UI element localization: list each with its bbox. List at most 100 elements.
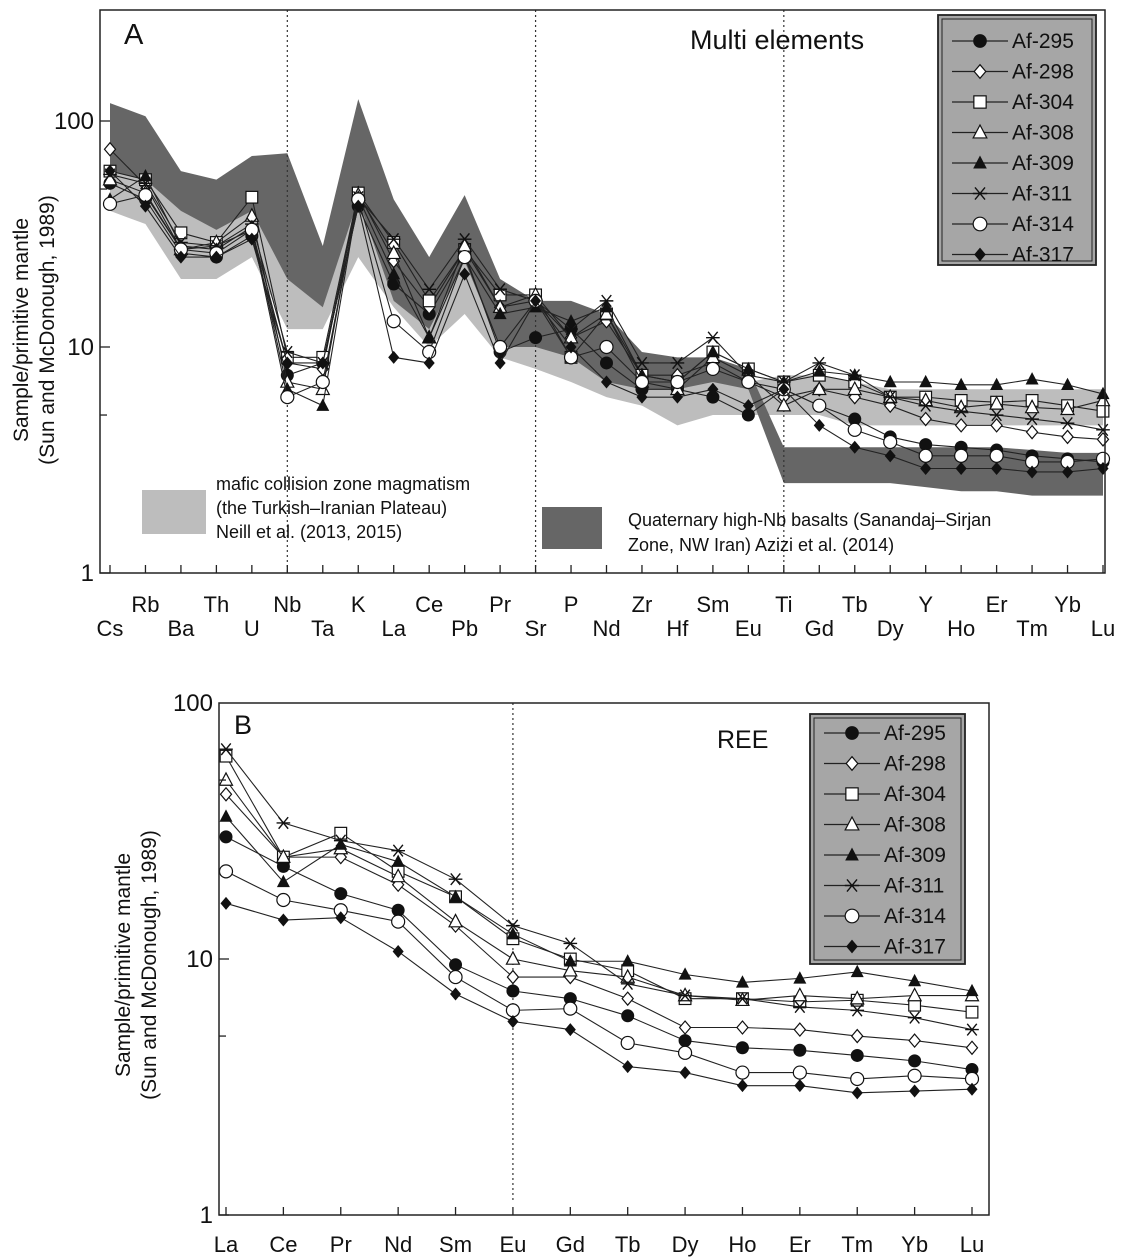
panel-b-axes: 1 10 100 La Ce Pr Nd Sm Eu Gd Tb Dy Ho Er Tm Yb Lu [173, 690, 984, 1257]
point-af-317-nd [600, 375, 613, 389]
point-af-317-la [388, 350, 400, 364]
point-af-309-ta [316, 398, 330, 411]
point-af-298-ho [736, 1020, 749, 1035]
point-af-317-ce [423, 356, 435, 370]
legend-entry-af-309: Af-309 [952, 152, 1074, 175]
x-tick-label-nb: Nb [273, 592, 301, 617]
point-af-317-sm [450, 987, 462, 1001]
legend-marker-af-308 [972, 123, 988, 139]
legend-entry-af-317: Af-317 [952, 244, 1074, 267]
point-af-309-la [387, 267, 401, 280]
point-af-308-tm [1024, 399, 1040, 414]
point-af-309-tb [621, 954, 635, 967]
x-tick-label-ce: Ce [415, 592, 443, 617]
point-af-314-er [792, 1065, 807, 1080]
point-af-317-pr [494, 356, 506, 370]
point-af-308-tb [847, 380, 863, 396]
point-af-308-nd [390, 868, 406, 883]
point-af-298-la [219, 786, 233, 802]
point-af-298-pr [334, 849, 348, 865]
x-tick-label-cs: Cs [97, 616, 124, 641]
x-tick-label-hf: Hf [666, 616, 689, 641]
panel-a-legend: Af-295 Af-298 Af-304 Af-308 Af-309 Af-311 Af-3… [937, 14, 1097, 267]
point-af-311-y [918, 399, 933, 412]
point-af-314-y [918, 448, 933, 463]
panel-b-y-axis-label: Sample/primitive mantle (Sun and McDonou… [112, 830, 161, 1100]
point-af-295-eu [741, 408, 755, 422]
point-af-308-gd [562, 962, 578, 977]
dark-field-label-line-1: Quaternary high-Nb basalts (Sanandaj–Sir… [628, 510, 991, 530]
point-af-311-nd [599, 294, 614, 308]
point-af-311-sm [706, 331, 720, 344]
point-af-311-pr [333, 834, 348, 847]
x-tick-label-pr: Pr [489, 592, 511, 617]
point-af-317-tm [851, 1086, 863, 1100]
legend-label-af-317: Af-317 [884, 936, 946, 959]
point-af-295-la [387, 277, 401, 291]
x-tick-label-th: Th [204, 592, 230, 617]
legend-entry-af-295: Af-295 [824, 722, 946, 745]
point-af-304-u [245, 190, 259, 204]
point-af-311-ce [276, 816, 291, 830]
point-af-314-tb [847, 422, 862, 437]
legend-entry-af-295: Af-295 [952, 30, 1074, 53]
point-af-308-ti [776, 397, 792, 412]
x-tick-label-sm: Sm [439, 1232, 472, 1257]
legend-entry-af-314: Af-314 [952, 213, 1074, 236]
legend-entry-af-304: Af-304 [824, 783, 946, 806]
legend-label-af-308: Af-308 [1012, 122, 1074, 145]
point-af-308-sm [448, 913, 464, 928]
point-af-317-pb [459, 267, 471, 281]
point-af-317-ta [317, 356, 329, 370]
point-af-295-y [919, 438, 933, 452]
point-af-311-tb [847, 368, 862, 382]
legend-label-af-298: Af-298 [1012, 61, 1074, 84]
legend-label-af-311: Af-311 [884, 875, 944, 898]
point-af-314-ho [954, 448, 969, 463]
field-legend-dark: Quaternary high-Nb basalts (Sanandaj–Sir… [542, 507, 991, 555]
x-tick-label-ba: Ba [167, 616, 195, 641]
point-af-309-ce [276, 874, 290, 888]
dark-field-swatch [542, 507, 602, 549]
point-af-309-ho [735, 975, 749, 988]
point-af-309-sm [449, 889, 463, 902]
point-af-309-tm [850, 964, 864, 978]
point-af-311-gd [812, 356, 827, 370]
point-af-309-dy [678, 967, 692, 980]
point-af-317-y [920, 461, 932, 475]
point-af-295-dy [678, 1034, 692, 1048]
point-af-298-yb [908, 1033, 921, 1049]
point-af-314-pb [457, 249, 472, 265]
point-af-308-la [218, 771, 234, 786]
point-af-314-sm [705, 361, 720, 377]
legend-marker-af-308 [844, 815, 860, 831]
point-af-295-nd [600, 356, 613, 370]
legend-entry-af-308: Af-308 [824, 814, 946, 837]
point-af-295-gd [563, 992, 577, 1006]
series-af-311 [219, 742, 979, 1036]
point-af-314-sm [448, 969, 463, 985]
point-af-317-ho [955, 461, 967, 475]
light-field-swatch [142, 490, 206, 534]
point-af-311-yb [1060, 416, 1075, 430]
panel-a-axes: 110100CsRbBaThUNbTaKLaCePbPrSrPNdZrHfSmE… [54, 108, 1115, 641]
legend-box [937, 14, 1097, 266]
legend-label-af-309: Af-309 [884, 844, 946, 867]
point-af-311-dy [883, 390, 898, 404]
x-tick-label-y: Y [918, 592, 933, 617]
point-af-311-er [989, 408, 1004, 422]
legend-label-af-311: Af-311 [1012, 183, 1072, 206]
legend-label-af-304: Af-304 [884, 783, 946, 806]
point-af-314-er [989, 448, 1004, 463]
point-af-308-gd [811, 380, 827, 396]
x-tick-label-sm: Sm [696, 592, 729, 617]
point-af-309-pr [493, 306, 507, 320]
point-af-314-dy [677, 1045, 693, 1060]
legend-label-af-314: Af-314 [1012, 213, 1074, 236]
point-af-309-ce [422, 330, 436, 343]
x-tick-label-lu: Lu [960, 1232, 984, 1257]
legend-entry-af-298: Af-298 [824, 753, 946, 776]
legend-marker-af-317 [974, 247, 986, 262]
point-af-314-tm [850, 1071, 865, 1087]
